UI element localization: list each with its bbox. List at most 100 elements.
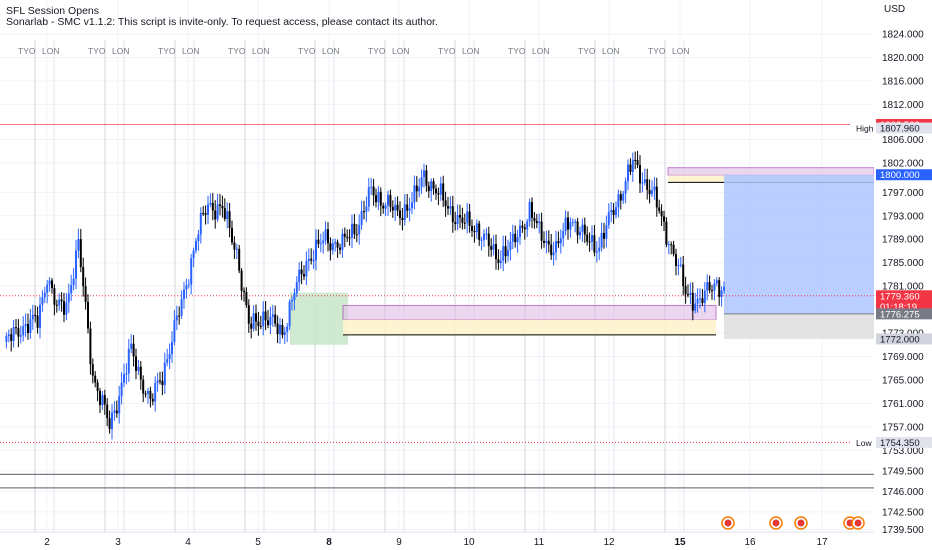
- candle-body: [166, 359, 169, 363]
- candle-body: [147, 390, 149, 394]
- candle-body: [418, 186, 421, 192]
- candle-body: [413, 185, 416, 203]
- candle-body: [77, 239, 80, 251]
- candle-body: [411, 202, 413, 209]
- candle-body: [199, 212, 202, 235]
- candle-body: [581, 224, 584, 232]
- candle-body: [207, 204, 209, 215]
- candle-body: [423, 170, 425, 178]
- candle-body: [243, 290, 245, 293]
- y-tick-label: 1789.000: [882, 235, 924, 246]
- candle-body: [12, 327, 15, 341]
- candle-body: [139, 366, 142, 380]
- price-axis: [874, 0, 932, 550]
- candle-body: [67, 293, 70, 303]
- candle-body: [17, 328, 20, 337]
- candle-body: [118, 396, 121, 414]
- session-marker-lon: LON: [182, 46, 199, 56]
- candle-body: [562, 230, 565, 239]
- candle-body: [516, 237, 519, 243]
- price-label-current-price: 1779.360: [880, 291, 920, 302]
- candle-body: [454, 222, 457, 224]
- candle-body: [648, 189, 651, 195]
- candle-body: [142, 379, 145, 394]
- candle-body: [187, 284, 190, 286]
- candle-body: [180, 298, 183, 316]
- candle-body: [427, 185, 430, 192]
- candle-body: [27, 323, 29, 333]
- candle-body: [559, 238, 562, 244]
- session-marker-tyo: TYO: [368, 46, 386, 56]
- candle-body: [459, 214, 461, 218]
- candle-body: [387, 194, 389, 206]
- candle-body: [478, 223, 481, 240]
- candle-body: [202, 212, 205, 214]
- candle-body: [571, 222, 574, 224]
- x-tick-label: 4: [185, 537, 191, 548]
- candle-body: [197, 234, 200, 242]
- candle-body: [53, 288, 56, 305]
- candle-body: [7, 334, 10, 336]
- candle-body: [691, 292, 694, 311]
- x-tick-label: 9: [396, 537, 402, 548]
- candle-body: [226, 211, 229, 220]
- candle-body: [634, 159, 637, 161]
- candle-body: [79, 239, 82, 268]
- candle-body: [588, 241, 591, 243]
- candle-body: [46, 284, 49, 293]
- candle-body: [168, 353, 171, 360]
- candle-body: [363, 211, 365, 213]
- candle-body: [576, 221, 579, 236]
- candle-body: [132, 343, 135, 357]
- candle-body: [279, 324, 281, 335]
- candle-body: [125, 373, 128, 375]
- candle-body: [528, 202, 531, 222]
- candle-body: [358, 224, 361, 235]
- candle-body: [367, 187, 370, 207]
- session-marker-lon: LON: [112, 46, 129, 56]
- candle-body: [247, 305, 250, 324]
- session-marker-tyo: TYO: [228, 46, 246, 56]
- candle-body: [715, 280, 718, 284]
- candle-body: [111, 412, 113, 430]
- candle-body: [663, 216, 665, 222]
- price-label-low: 1754.350: [880, 438, 920, 449]
- candle-body: [70, 285, 73, 294]
- candle-body: [615, 207, 617, 216]
- candle-body: [706, 282, 709, 291]
- candle-body: [355, 234, 358, 236]
- candle-body: [84, 286, 87, 302]
- candle-body: [655, 186, 658, 208]
- candle-body: [492, 244, 495, 250]
- candle-body: [533, 217, 536, 221]
- candle-body: [60, 299, 63, 302]
- y-tick-label: 1753.000: [882, 446, 924, 457]
- candle-body: [432, 181, 435, 189]
- candle-body: [43, 292, 46, 298]
- candle-body: [468, 211, 471, 227]
- candle-body: [391, 206, 394, 211]
- candle-body: [617, 194, 620, 208]
- event-flag-icon-center: [724, 519, 732, 527]
- candle-body: [94, 375, 97, 383]
- candle-body: [679, 264, 682, 266]
- candle-body: [63, 301, 65, 315]
- candle-body: [175, 315, 178, 321]
- candle-body: [58, 299, 61, 306]
- candle-body: [641, 182, 644, 184]
- y-tick-label: 1820.000: [882, 53, 924, 64]
- candle-body: [351, 223, 353, 238]
- price-label-bg-take-profit: [876, 169, 932, 181]
- indicator-title-sonarlab: Sonarlab - SMC v1.1.2: This script is in…: [6, 16, 438, 28]
- price-label-bg-stop: [876, 333, 932, 345]
- y-tick-label: 1746.000: [882, 487, 924, 498]
- x-tick-label: 15: [674, 537, 686, 548]
- candle-body: [48, 280, 51, 285]
- candle-body: [555, 241, 557, 253]
- y-tick-label: 1824.000: [882, 30, 924, 41]
- candle-body: [439, 183, 442, 195]
- event-flag-icon-center: [854, 519, 862, 527]
- candle-body: [483, 233, 485, 240]
- x-tick-label: 5: [255, 537, 261, 548]
